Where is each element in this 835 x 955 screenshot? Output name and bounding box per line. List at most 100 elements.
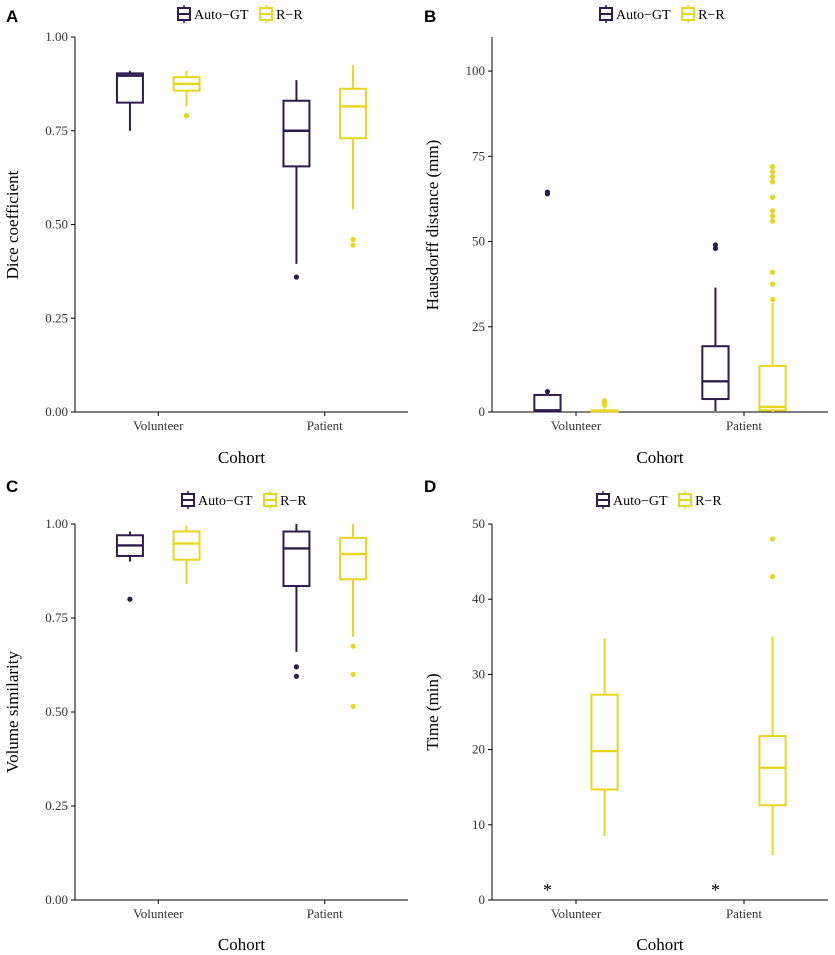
- y-tick-label: 0: [479, 404, 486, 419]
- panel-d: D Auto−GT R−R 0 10 20 30 40 50 Volunteer Patient Co…: [423, 477, 828, 954]
- x-tick-label: Volunteer: [551, 418, 602, 433]
- y-tick-label: 1.00: [45, 516, 68, 531]
- significance-marker: *: [711, 880, 720, 900]
- iqr-box: [701, 345, 730, 401]
- outlier-point: [769, 194, 776, 200]
- legend: Auto−GT R−R: [596, 491, 722, 509]
- box-auto-gt-patient: [282, 80, 311, 280]
- iqr-box: [758, 364, 787, 412]
- x-tick-label: Patient: [307, 906, 343, 921]
- outlier-point: [769, 169, 776, 175]
- iqr-box: [590, 693, 619, 791]
- outlier-point: [769, 218, 776, 224]
- box-r-r-volunteer: [590, 638, 619, 837]
- iqr-box: [339, 87, 368, 140]
- outlier-point: [293, 274, 300, 280]
- x-tick-label: Volunteer: [133, 418, 184, 433]
- iqr-box: [172, 530, 201, 561]
- outlier-point: [769, 179, 776, 185]
- box-auto-gt-volunteer: [533, 189, 562, 413]
- y-tick-label: 0.00: [45, 404, 68, 419]
- legend-item: Auto−GT: [181, 491, 253, 509]
- outlier-point: [544, 388, 551, 395]
- legend-label: Auto−GT: [616, 8, 671, 23]
- legend-item: R−R: [681, 5, 725, 23]
- outlier-point: [769, 296, 776, 303]
- y-axis-title: Dice coefficient: [3, 170, 22, 279]
- y-tick-label: 0.75: [45, 610, 68, 625]
- y-tick-label: 0.25: [45, 310, 68, 325]
- y-axis-title: Volume similarity: [3, 651, 22, 773]
- panel-letter: D: [424, 477, 436, 496]
- box-r-r-volunteer: [590, 398, 619, 413]
- outlier-point: [183, 113, 190, 119]
- box-r-r-patient: [339, 65, 368, 248]
- iqr-box: [115, 72, 144, 104]
- panel-b: B Auto−GT R−R 0 25 50 75 100 Volunteer Patient Coh…: [423, 5, 828, 467]
- y-tick-label: 0.25: [45, 798, 68, 813]
- x-tick-label: Volunteer: [133, 906, 184, 921]
- x-axis-title: Cohort: [218, 935, 266, 954]
- x-tick-label: Patient: [726, 418, 762, 433]
- panel-a: A Auto−GT R−R 0.00 0.25 0.50 0.75 1.00 Volunteer…: [3, 5, 408, 467]
- y-tick-label: 50: [472, 516, 485, 531]
- legend-item: R−R: [678, 491, 722, 509]
- outlier-point: [769, 574, 776, 580]
- y-tick-label: 75: [472, 148, 485, 163]
- box-auto-gt-volunteer: [115, 70, 144, 131]
- legend: Auto−GT R−R: [181, 491, 307, 509]
- panel-c: C Auto−GT R−R 0.00 0.25 0.50 0.75 1.00 Volunteer…: [3, 477, 408, 954]
- box-r-r-patient: [758, 536, 787, 855]
- outlier-point: [769, 213, 776, 219]
- y-tick-label: 0.50: [45, 704, 68, 719]
- panel-letter: B: [424, 7, 436, 26]
- y-tick-label: 10: [472, 817, 485, 832]
- legend-label: R−R: [280, 494, 307, 509]
- outlier-point: [544, 191, 551, 197]
- legend-label: Auto−GT: [194, 8, 249, 23]
- y-tick-label: 1.00: [45, 29, 68, 44]
- legend-item: Auto−GT: [596, 491, 668, 509]
- box-r-r-patient: [339, 524, 368, 709]
- x-axis-title: Cohort: [636, 448, 684, 467]
- legend-label: R−R: [276, 8, 303, 23]
- x-tick-label: Volunteer: [551, 906, 602, 921]
- legend-item: R−R: [263, 491, 307, 509]
- outlier-point: [601, 398, 608, 404]
- iqr-box: [282, 530, 311, 588]
- outlier-point: [350, 703, 356, 709]
- box-r-r-volunteer: [172, 70, 201, 119]
- outlier-point: [769, 269, 776, 275]
- y-tick-label: 30: [472, 666, 485, 681]
- iqr-box: [533, 393, 562, 413]
- legend-label: R−R: [695, 494, 722, 509]
- outlier-point: [769, 208, 776, 214]
- x-tick-label: Patient: [307, 418, 343, 433]
- y-tick-label: 25: [472, 319, 485, 334]
- outlier-point: [350, 671, 356, 678]
- x-axis-title: Cohort: [636, 935, 684, 954]
- legend-label: Auto−GT: [613, 494, 668, 509]
- y-tick-label: 0.75: [45, 123, 68, 138]
- legend: Auto−GT R−R: [177, 5, 303, 23]
- outlier-point: [769, 163, 776, 170]
- outlier-point: [350, 236, 356, 243]
- legend-label: R−R: [698, 8, 725, 23]
- outlier-point: [769, 174, 776, 180]
- outlier-point: [293, 664, 300, 670]
- box-auto-gt-volunteer: [115, 531, 144, 602]
- legend-label: Auto−GT: [198, 494, 253, 509]
- y-axis-title: Time (min): [423, 673, 442, 750]
- x-tick-label: Patient: [726, 906, 762, 921]
- legend-item: R−R: [259, 5, 303, 23]
- y-tick-label: 0.50: [45, 217, 68, 232]
- box-r-r-patient: [758, 163, 787, 412]
- iqr-box: [282, 99, 311, 168]
- outlier-point: [350, 643, 356, 649]
- box-r-r-volunteer: [172, 525, 201, 585]
- y-tick-label: 0.00: [45, 892, 68, 907]
- panel-letter: C: [6, 477, 18, 496]
- legend-item: Auto−GT: [599, 5, 671, 23]
- panel-letter: A: [6, 7, 18, 26]
